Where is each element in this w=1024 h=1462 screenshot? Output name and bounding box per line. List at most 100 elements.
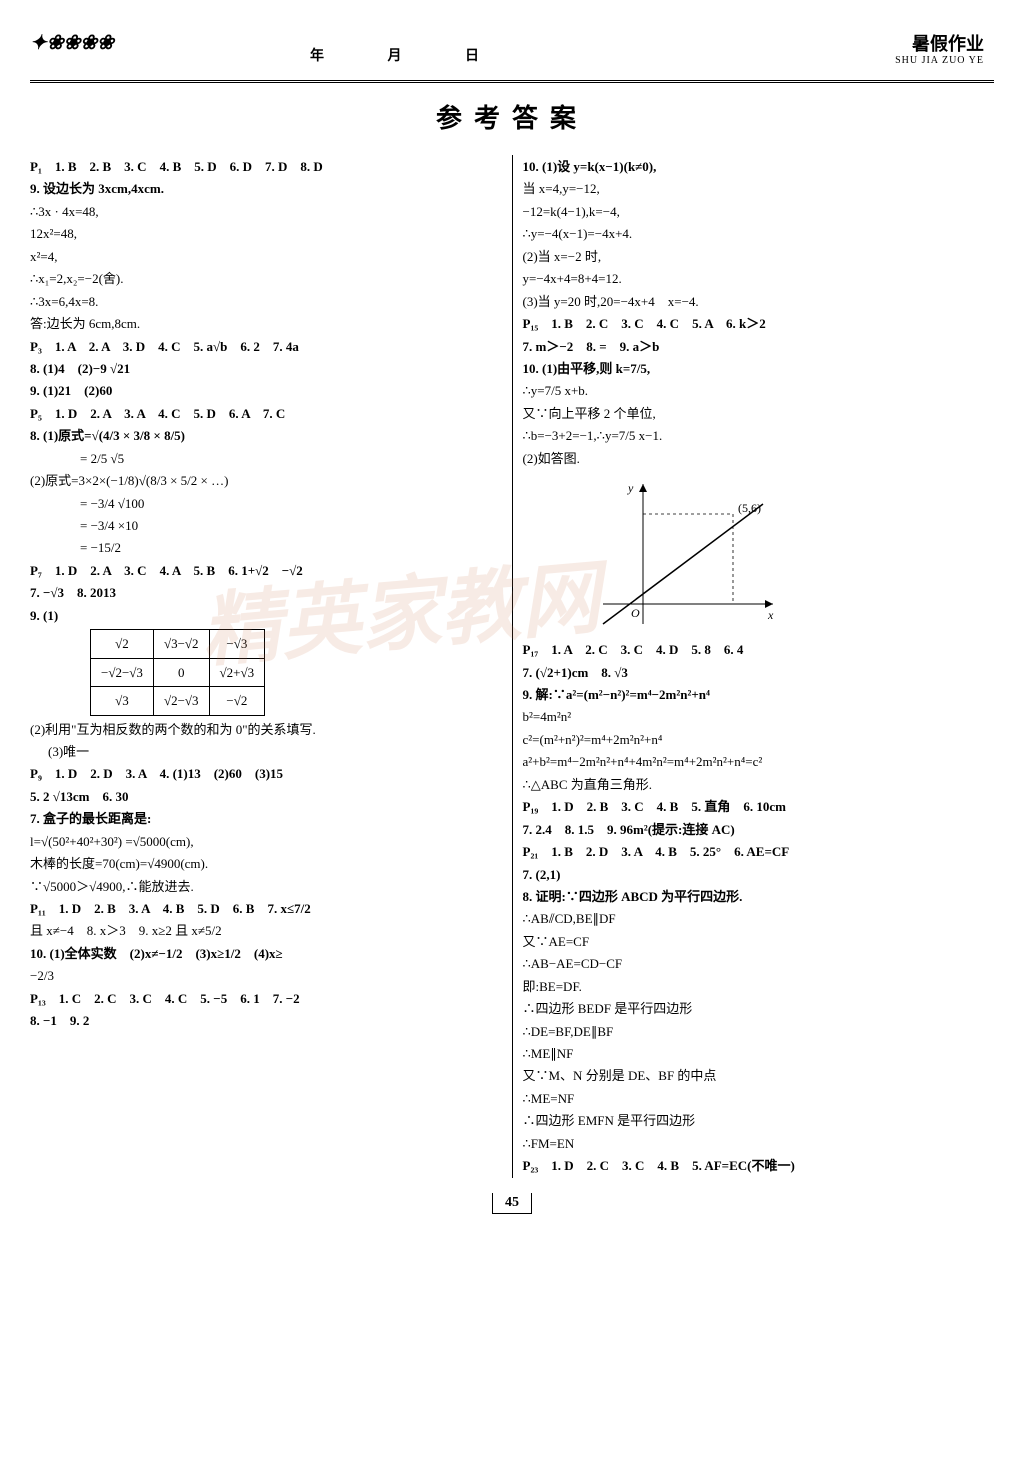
main-title: 参考答案	[30, 98, 994, 135]
answer-line: 8. 证明:∵四边形 ABCD 为平行四边形.	[523, 886, 995, 907]
answer-line: 又∵M、N 分别是 DE、BF 的中点	[523, 1065, 995, 1086]
answer-line: 9. (1)21 (2)60	[30, 380, 502, 401]
answer-line: −2/3	[30, 965, 502, 986]
svg-text:(5,6): (5,6)	[738, 501, 761, 515]
answer-line: 10. (1)由平移,则 k=7/5,	[523, 358, 995, 379]
page-header: ✦❀❀❀❀ 年 月 日 暑假作业 SHU JIA ZUO YE	[30, 20, 994, 83]
answer-line: P₁₉ 1. D 2. B 3. C 4. B 5. 直角 6. 10cm	[523, 796, 995, 817]
answer-line: ∴3x=6,4x=8.	[30, 291, 502, 312]
answer-line: 5. 2 √13cm 6. 30	[30, 786, 502, 807]
answer-line: = 2/5 √5	[30, 448, 502, 469]
table-cell: √3−√2	[153, 630, 209, 658]
answer-line: P₁₇ 1. A 2. C 3. C 4. D 5. 8 6. 4	[523, 639, 995, 660]
answer-line: (3)当 y=20 时,20=−4x+4 x=−4.	[523, 291, 995, 312]
answer-line: ∴x₁=2,x₂=−2(舍).	[30, 268, 502, 289]
answer-line: 7. m＞−2 8. = 9. a＞b	[523, 336, 995, 357]
answer-line: ∴AB−AE=CD−CF	[523, 953, 995, 974]
answer-line: P₂₃ 1. D 2. C 3. C 4. B 5. AF=EC(不唯一)	[523, 1155, 995, 1176]
answer-line: ∴DE=BF,DE∥BF	[523, 1021, 995, 1042]
answer-line: (2)原式=3×2×(−1/8)√(8/3 × 5/2 × …)	[30, 470, 502, 491]
table-cell: −√3	[209, 630, 265, 658]
table-cell: −√2	[209, 687, 265, 715]
answer-line: P₁₃ 1. C 2. C 3. C 4. C 5. −5 6. 1 7. −2	[30, 988, 502, 1009]
table-cell: √2	[91, 630, 154, 658]
answer-line: (2)当 x=−2 时,	[523, 246, 995, 267]
answer-line: ∴FM=EN	[523, 1133, 995, 1154]
page-container: 精英家教网 ✦❀❀❀❀ 年 月 日 暑假作业 SHU JIA ZUO YE 参考…	[0, 0, 1024, 1234]
answer-line: x²=4,	[30, 246, 502, 267]
table-cell: 0	[153, 658, 209, 686]
answer-line: 12x²=48,	[30, 223, 502, 244]
answer-line: 7. 盒子的最长距离是:	[30, 808, 502, 829]
answer-line: = −15/2	[30, 537, 502, 558]
answer-line: ∴AB⫽CD,BE∥DF	[523, 908, 995, 929]
table-cell: √3	[91, 687, 154, 715]
content-columns: P₁ 1. B 2. B 3. C 4. B 5. D 6. D 7. D 8.…	[30, 155, 994, 1178]
answer-line: 7. (2,1)	[523, 864, 995, 885]
answer-line: 且 x≠−4 8. x＞3 9. x≥2 且 x≠5/2	[30, 920, 502, 941]
answer-line: 9. (1)	[30, 605, 502, 626]
answer-line: 9. 解:∵a²=(m²−n²)²=m⁴−2m²n²+n⁴	[523, 684, 995, 705]
answer-line: −12=k(4−1),k=−4,	[523, 201, 995, 222]
answer-line: = −3/4 ×10	[30, 515, 502, 536]
answer-line: ∴y=7/5 x+b.	[523, 380, 995, 401]
answer-line: P₁₅ 1. B 2. C 3. C 4. C 5. A 6. k＞2	[523, 313, 995, 334]
answer-line: a²+b²=m⁴−2m²n²+n⁴+4m²n²=m⁴+2m²n²+n⁴=c²	[523, 751, 995, 772]
page-footer: 45	[30, 1193, 994, 1214]
answer-line: y=−4x+4=8+4=12.	[523, 268, 995, 289]
answer-line: ∴b=−3+2=−1,∴y=7/5 x−1.	[523, 425, 995, 446]
answer-line: (3)唯一	[30, 741, 502, 762]
svg-text:x: x	[767, 608, 774, 622]
right-column: 10. (1)设 y=k(x−1)(k≠0),当 x=4,y=−12,−12=k…	[523, 155, 995, 1178]
answer-line: b²=4m²n²	[523, 706, 995, 727]
answer-line: P₂₁ 1. B 2. D 3. A 4. B 5. 25° 6. AE=CF	[523, 841, 995, 862]
answer-line: 10. (1)全体实数 (2)x≠−1/2 (3)x≥1/2 (4)x≥	[30, 943, 502, 964]
answer-line: 又∵向上平移 2 个单位,	[523, 403, 995, 424]
table-cell: √2−√3	[153, 687, 209, 715]
answer-line: P₇ 1. D 2. A 3. C 4. A 5. B 6. 1+√2 −√2	[30, 560, 502, 581]
answer-line: 答:边长为 6cm,8cm.	[30, 313, 502, 334]
answer-line: ∴y=−4(x−1)=−4x+4.	[523, 223, 995, 244]
answer-line: 即:BE=DF.	[523, 976, 995, 997]
answer-line: P₁₁ 1. D 2. B 3. A 4. B 5. D 6. B 7. x≤7…	[30, 898, 502, 919]
answer-line: 7. −√3 8. 2013	[30, 582, 502, 603]
table-cell: √2+√3	[209, 658, 265, 686]
magic-square-table: √2√3−√2−√3 −√2−√30√2+√3 √3√2−√3−√2	[90, 629, 265, 715]
answer-line: ∴△ABC 为直角三角形.	[523, 774, 995, 795]
answer-line: l=√(50²+40²+30²) =√5000(cm),	[30, 831, 502, 852]
left-column: P₁ 1. B 2. B 3. C 4. B 5. D 6. D 7. D 8.…	[30, 155, 513, 1178]
header-decoration: ✦❀❀❀❀	[30, 30, 114, 55]
header-right-title: 暑假作业	[912, 30, 984, 56]
answer-line: 9. 设边长为 3xcm,4xcm.	[30, 178, 502, 199]
answer-line: 10. (1)设 y=k(x−1)(k≠0),	[523, 156, 995, 177]
header-pinyin: SHU JIA ZUO YE	[895, 55, 984, 66]
answer-line: ∴3x · 4x=48,	[30, 201, 502, 222]
page-number: 45	[492, 1193, 532, 1214]
svg-text:y: y	[627, 481, 634, 495]
header-date-labels: 年 月 日	[310, 45, 509, 65]
answer-line: 又∵AE=CF	[523, 931, 995, 952]
svg-text:O: O	[631, 606, 640, 620]
answer-line: 8. (1)4 (2)−9 √21	[30, 358, 502, 379]
answer-line: 8. (1)原式=√(4/3 × 3/8 × 8/5)	[30, 425, 502, 446]
answer-line: ∵√5000＞√4900,∴能放进去.	[30, 876, 502, 897]
answer-line: P₅ 1. D 2. A 3. A 4. C 5. D 6. A 7. C	[30, 403, 502, 424]
answer-line: (2)如答图.	[523, 448, 995, 469]
answer-line: c²=(m²+n²)²=m⁴+2m²n²+n⁴	[523, 729, 995, 750]
answer-line: 8. −1 9. 2	[30, 1010, 502, 1031]
answer-line: ∴四边形 BEDF 是平行四边形	[523, 998, 995, 1019]
answer-line: 7. 2.4 8. 1.5 9. 96m²(提示:连接 AC)	[523, 819, 995, 840]
answer-line: ∴四边形 EMFN 是平行四边形	[523, 1110, 995, 1131]
answer-line: P₁ 1. B 2. B 3. C 4. B 5. D 6. D 7. D 8.…	[30, 156, 502, 177]
answer-line: P₉ 1. D 2. D 3. A 4. (1)13 (2)60 (3)15	[30, 763, 502, 784]
answer-line: P₃ 1. A 2. A 3. D 4. C 5. a√b 6. 2 7. 4a	[30, 336, 502, 357]
answer-line: 木棒的长度=70(cm)=√4900(cm).	[30, 853, 502, 874]
answer-graph: (5,6) x y O	[583, 474, 783, 634]
answer-line: 7. (√2+1)cm 8. √3	[523, 662, 995, 683]
answer-line: ∴ME=NF	[523, 1088, 995, 1109]
answer-line: = −3/4 √100	[30, 493, 502, 514]
table-cell: −√2−√3	[91, 658, 154, 686]
answer-line: ∴ME∥NF	[523, 1043, 995, 1064]
answer-line: 当 x=4,y=−12,	[523, 178, 995, 199]
answer-line: (2)利用"互为相反数的两个数的和为 0"的关系填写.	[30, 719, 502, 740]
